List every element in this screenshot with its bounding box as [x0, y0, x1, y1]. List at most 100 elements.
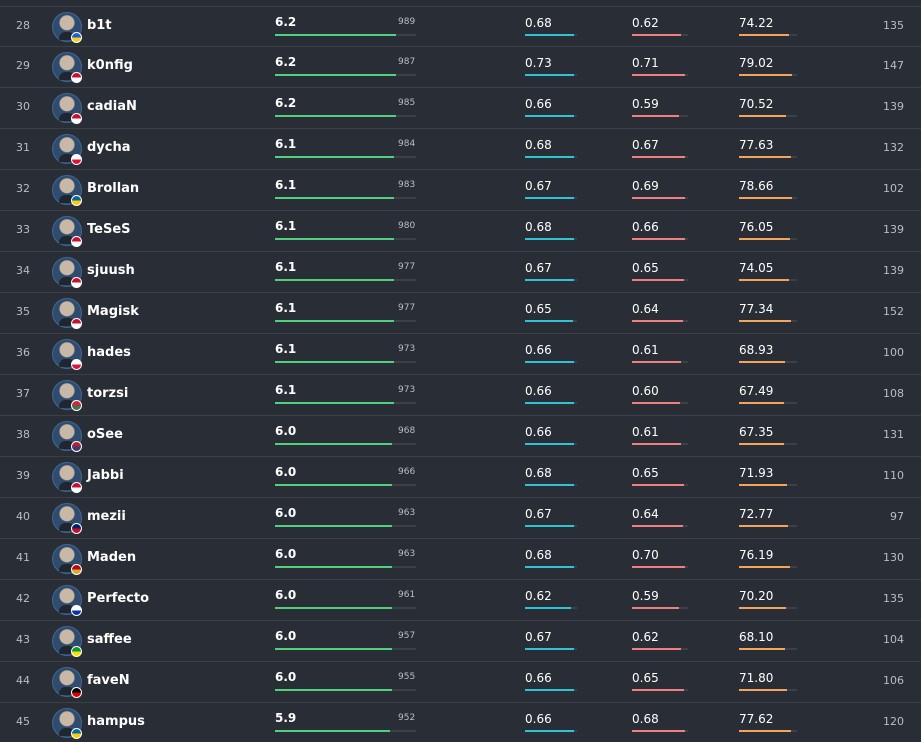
table-row[interactable]: 43 saffee 6.0 957 0.67 0.62 68.10 104 [0, 621, 921, 662]
table-row[interactable]: 35 Magisk 6.1 977 0.65 0.64 77.34 152 [0, 293, 921, 334]
player-dpr: 0.64 [632, 507, 659, 521]
player-score: 961 [398, 590, 416, 600]
player-score: 973 [398, 385, 416, 395]
player-avatar[interactable] [52, 12, 82, 42]
table-row[interactable]: 42 Perfecto 6.0 961 0.62 0.59 70.20 135 [0, 580, 921, 621]
kpr-bar-track [525, 34, 577, 36]
rating-bar-fill [275, 730, 391, 732]
player-maps-played: 102 [883, 182, 904, 195]
player-kpr: 0.68 [525, 138, 552, 152]
kpr-bar-track [525, 525, 577, 527]
table-row[interactable]: 33 TeSeS 6.1 980 0.68 0.66 76.05 139 [0, 211, 921, 252]
table-row[interactable]: 31 dycha 6.1 984 0.68 0.67 77.63 132 [0, 129, 921, 170]
table-row[interactable]: 44 faveN 6.0 955 0.66 0.65 71.80 106 [0, 662, 921, 703]
player-avatar[interactable] [52, 52, 82, 82]
table-row[interactable]: 34 sjuush 6.1 977 0.67 0.65 74.05 139 [0, 252, 921, 293]
player-name-link[interactable]: hades [87, 345, 131, 360]
player-name-link[interactable]: TeSeS [87, 222, 131, 237]
table-row[interactable]: 45 hampus 5.9 952 0.66 0.68 77.62 120 [0, 703, 921, 742]
player-kpr: 0.67 [525, 179, 552, 193]
adr-bar-track [739, 74, 797, 76]
dpr-bar-fill [632, 402, 680, 404]
adr-bar-track [739, 484, 797, 486]
table-row[interactable]: 37 torzsi 6.1 973 0.66 0.60 67.49 108 [0, 375, 921, 416]
rating-bar-fill [275, 197, 395, 199]
rating-bar-fill [275, 361, 395, 363]
adr-bar-fill [739, 156, 792, 158]
player-name-link[interactable]: b1t [87, 18, 112, 33]
player-adr: 78.66 [739, 179, 774, 193]
player-rank: 29 [16, 59, 30, 72]
adr-bar-track [739, 566, 797, 568]
dpr-bar-track [632, 607, 688, 609]
rating-bar-fill [275, 443, 393, 445]
table-row[interactable]: 32 Brollan 6.1 983 0.67 0.69 78.66 102 [0, 170, 921, 211]
player-avatar[interactable] [52, 667, 82, 697]
player-name-link[interactable]: saffee [87, 632, 132, 647]
kpr-bar-track [525, 361, 577, 363]
player-name-link[interactable]: Brollan [87, 181, 140, 196]
kpr-bar-fill [525, 320, 574, 322]
player-name-link[interactable]: faveN [87, 673, 130, 688]
rating-bar-track [275, 34, 416, 36]
dpr-bar-track [632, 525, 688, 527]
dpr-bar-track [632, 689, 688, 691]
denmark-flag-icon [71, 318, 82, 329]
table-row[interactable]: 29 k0nfig 6.2 987 0.73 0.71 79.02 147 [0, 47, 921, 88]
table-row[interactable]: 41 Maden 6.0 963 0.68 0.70 76.19 130 [0, 539, 921, 580]
player-name-link[interactable]: Magisk [87, 304, 139, 319]
player-name-link[interactable]: cadiaN [87, 99, 137, 114]
kpr-bar-track [525, 607, 577, 609]
player-dpr: 0.70 [632, 548, 659, 562]
player-avatar[interactable] [52, 503, 82, 533]
player-name-link[interactable]: torzsi [87, 386, 129, 401]
table-row[interactable]: 39 Jabbi 6.0 966 0.68 0.65 71.93 110 [0, 457, 921, 498]
rating-bar-track [275, 525, 416, 527]
player-maps-played: 104 [883, 633, 904, 646]
rating-bar-fill [275, 484, 393, 486]
player-score: 989 [398, 17, 416, 27]
kpr-bar-track [525, 279, 577, 281]
player-kpr: 0.68 [525, 466, 552, 480]
player-maps-played: 135 [883, 592, 904, 605]
player-name-link[interactable]: sjuush [87, 263, 135, 278]
rating-bar-track [275, 74, 416, 76]
kpr-bar-fill [525, 74, 575, 76]
player-name-link[interactable]: Perfecto [87, 591, 150, 606]
adr-bar-fill [739, 402, 785, 404]
adr-bar-fill [739, 74, 793, 76]
player-kpr: 0.66 [525, 712, 552, 726]
kpr-bar-fill [525, 402, 574, 404]
table-row[interactable]: 28 b1t 6.2 989 0.68 0.62 74.22 135 [0, 6, 921, 47]
dpr-bar-track [632, 197, 688, 199]
player-name-link[interactable]: oSee [87, 427, 123, 442]
table-row[interactable]: 36 hades 6.1 973 0.66 0.61 68.93 100 [0, 334, 921, 375]
player-name-link[interactable]: Maden [87, 550, 137, 565]
dpr-bar-fill [632, 238, 685, 240]
player-name-link[interactable]: hampus [87, 714, 145, 729]
rating-bar-fill [275, 279, 395, 281]
player-adr: 77.63 [739, 138, 774, 152]
adr-bar-track [739, 402, 797, 404]
player-name-link[interactable]: mezii [87, 509, 126, 524]
rating-bar-track [275, 402, 416, 404]
table-row[interactable]: 38 oSee 6.0 968 0.66 0.61 67.35 131 [0, 416, 921, 457]
player-name-link[interactable]: Jabbi [87, 468, 124, 483]
player-adr: 76.19 [739, 548, 774, 562]
player-maps-played: 131 [883, 428, 904, 441]
table-row[interactable]: 30 cadiaN 6.2 985 0.66 0.59 70.52 139 [0, 88, 921, 129]
kpr-bar-fill [525, 484, 575, 486]
player-maps-played: 147 [883, 59, 904, 72]
table-row[interactable]: 40 mezii 6.0 963 0.67 0.64 72.77 97 [0, 498, 921, 539]
player-adr: 79.02 [739, 56, 774, 70]
player-name-link[interactable]: k0nfig [87, 58, 133, 73]
kpr-bar-fill [525, 361, 574, 363]
player-rank: 42 [16, 592, 30, 605]
kpr-bar-track [525, 156, 577, 158]
poland-flag-icon [71, 359, 82, 370]
kpr-bar-track [525, 484, 577, 486]
kpr-bar-track [525, 730, 577, 732]
player-name-link[interactable]: dycha [87, 140, 131, 155]
rating-bar-track [275, 607, 416, 609]
player-rating: 6.0 [275, 629, 297, 643]
